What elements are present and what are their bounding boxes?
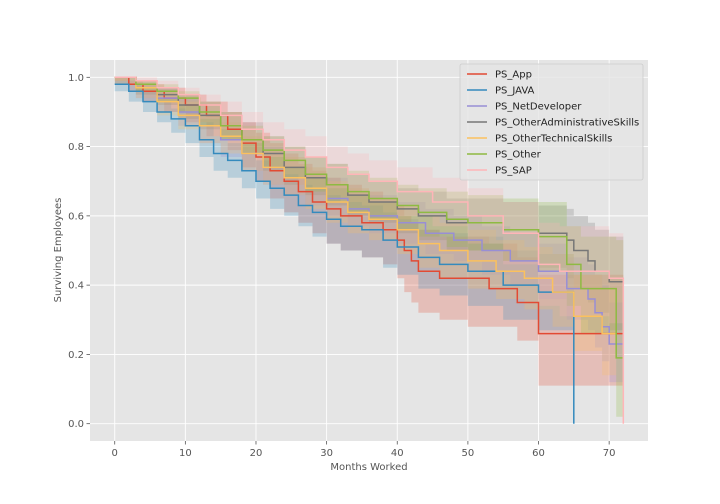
legend-label: PS_SAP (495, 166, 532, 177)
confidence-band-ps-othertechnicalskills (114, 77, 617, 376)
y-axis-ticks: 0.0 0.2 0.4 0.6 0.8 1.0 (68, 73, 90, 430)
confidence-band-ps-otheradministrativeskills (114, 77, 624, 331)
confidence-band-ps-other (114, 77, 624, 417)
legend-items: PS_App PS_JAVA PS_NetDeveloper PS_OtherAdmi… (467, 70, 639, 177)
legend-label: PS_JAVA (495, 86, 535, 97)
y-tick-label: 0.2 (68, 350, 84, 361)
x-tick-label: 30 (320, 448, 333, 459)
y-tick-label: 0.0 (68, 419, 84, 430)
legend-label: PS_NetDeveloper (495, 102, 582, 113)
survival-line-ps-othertechnicalskills (114, 76, 617, 335)
y-axis-label: Surviving Employees (53, 198, 64, 303)
y-tick-label: 0.6 (68, 211, 84, 222)
confidence-band-ps-app (114, 77, 624, 386)
x-tick-label: 40 (391, 448, 404, 459)
x-tick-label: 20 (250, 448, 263, 459)
legend-label: PS_App (495, 70, 532, 81)
survival-line-ps-sap (114, 76, 625, 424)
survival-curves (114, 76, 625, 424)
legend-label: PS_OtherAdministrativeSkills (495, 118, 639, 129)
x-tick-label: 50 (462, 448, 475, 459)
x-tick-label: 0 (112, 448, 118, 459)
legend-label: PS_Other (495, 150, 542, 161)
survival-line-ps-java (114, 83, 575, 424)
y-tick-label: 0.8 (68, 142, 84, 153)
x-tick-label: 10 (179, 448, 192, 459)
legend-box (459, 63, 644, 181)
confidence-band-ps-java (114, 80, 574, 424)
legend-label: PS_OtherTechnicalSkills (495, 134, 612, 145)
x-axis-label: Months Worked (330, 462, 407, 473)
y-tick-label: 0.4 (68, 281, 84, 292)
y-tick-label: 1.0 (68, 73, 84, 84)
x-tick-label: 70 (603, 448, 616, 459)
x-tick-label: 60 (532, 448, 545, 459)
legend: PS_App PS_JAVA PS_NetDeveloper PS_OtherAdmi… (459, 63, 644, 181)
confidence-band-ps-sap (114, 77, 624, 424)
x-axis-ticks: 0 10 20 30 40 50 60 70 (112, 441, 616, 459)
